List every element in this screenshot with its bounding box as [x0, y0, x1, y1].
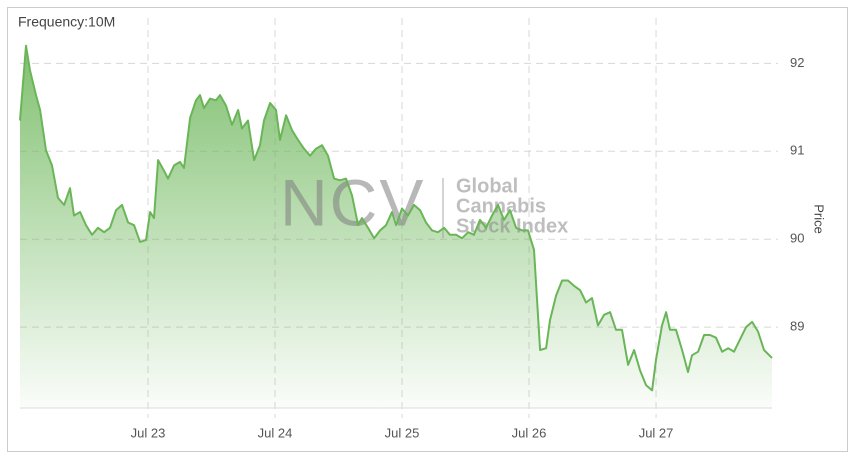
x-tick-label: Jul 24: [258, 425, 293, 440]
y-tick-label: 90: [790, 231, 804, 246]
x-tick-label: Jul 27: [639, 425, 674, 440]
y-tick-label: 92: [790, 55, 804, 70]
y-axis-title: Price: [812, 204, 827, 234]
x-tick-label: Jul 23: [131, 425, 166, 440]
watermark-logo: NCV: [280, 165, 425, 239]
x-tick-label: Jul 25: [385, 425, 420, 440]
y-tick-label: 91: [790, 143, 804, 158]
watermark-line: Global: [456, 175, 518, 197]
watermark: NCV Global Cannabis Stock Index: [280, 165, 568, 239]
area-fill: [20, 45, 772, 409]
frequency-label: Frequency:10M: [18, 14, 115, 30]
x-tick-label: Jul 26: [512, 425, 547, 440]
y-tick-label: 89: [790, 319, 804, 334]
watermark-line: Stock Index: [456, 215, 568, 237]
watermark-line: Cannabis: [456, 195, 546, 217]
price-line: [19, 44, 773, 392]
